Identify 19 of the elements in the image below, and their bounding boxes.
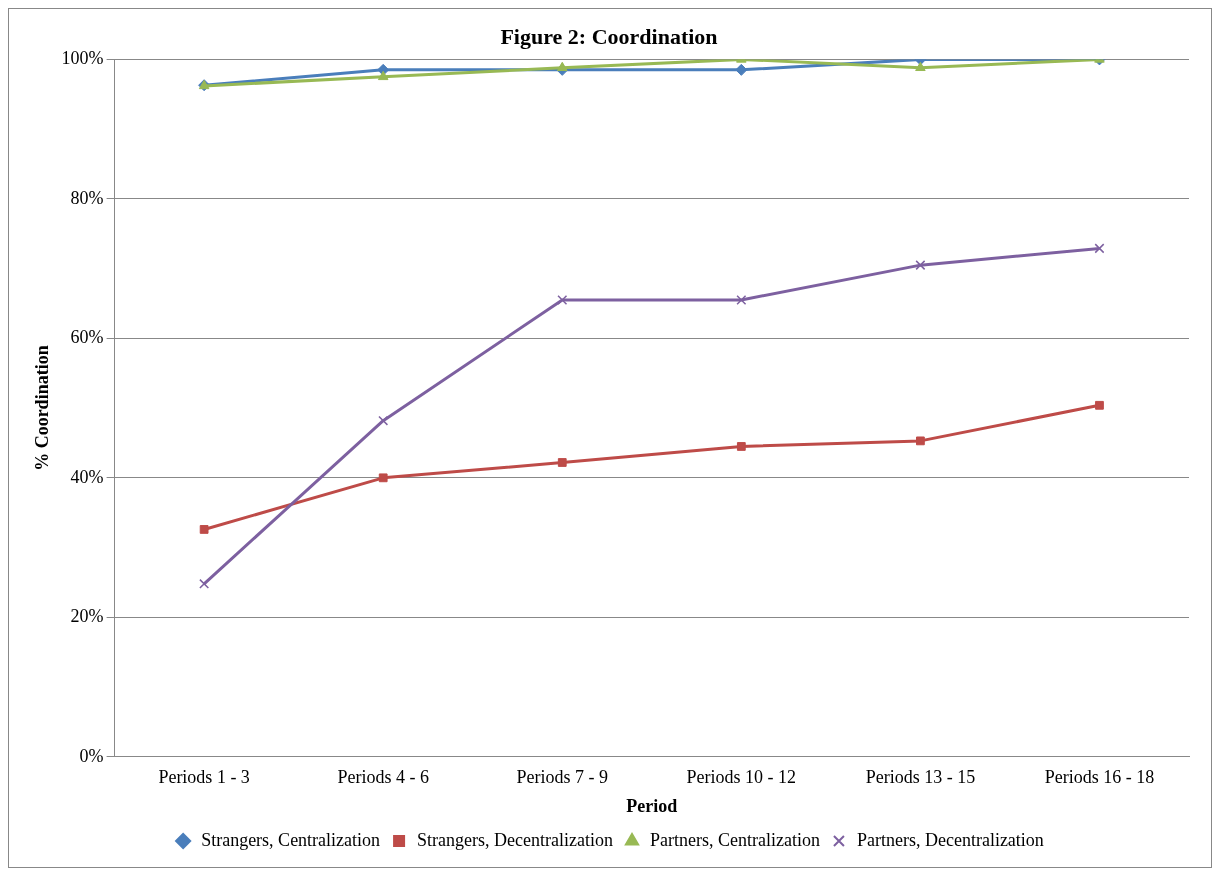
legend-label: Strangers, Centralization	[201, 829, 381, 850]
x-tick-label: Periods 16 - 18	[1044, 767, 1155, 788]
y-tick-label: 80%	[70, 187, 104, 208]
y-tick-label: 20%	[70, 606, 104, 627]
x-tick-label: Periods 10 - 12	[686, 767, 797, 788]
legend-label: Strangers, Decentralization	[417, 829, 613, 850]
legend-label: Partners, Centralization	[650, 829, 820, 850]
x-tick-label: Periods 7 - 9	[516, 767, 609, 788]
y-tick-label: 40%	[70, 466, 104, 487]
y-tick-label: 0%	[79, 745, 104, 766]
x-axis-title: Period	[626, 795, 678, 816]
x-tick-label: Periods 13 - 15	[865, 767, 976, 788]
y-axis-title: % Coordination	[32, 345, 53, 471]
y-tick-label: 60%	[70, 327, 104, 348]
x-tick-label: Periods 1 - 3	[158, 767, 250, 788]
chart-title: Figure 2: Coordination	[500, 23, 718, 49]
legend-label: Partners, Decentralization	[856, 829, 1044, 850]
x-tick-label: Periods 4 - 6	[337, 767, 429, 788]
y-tick-label: 100%	[61, 48, 104, 69]
